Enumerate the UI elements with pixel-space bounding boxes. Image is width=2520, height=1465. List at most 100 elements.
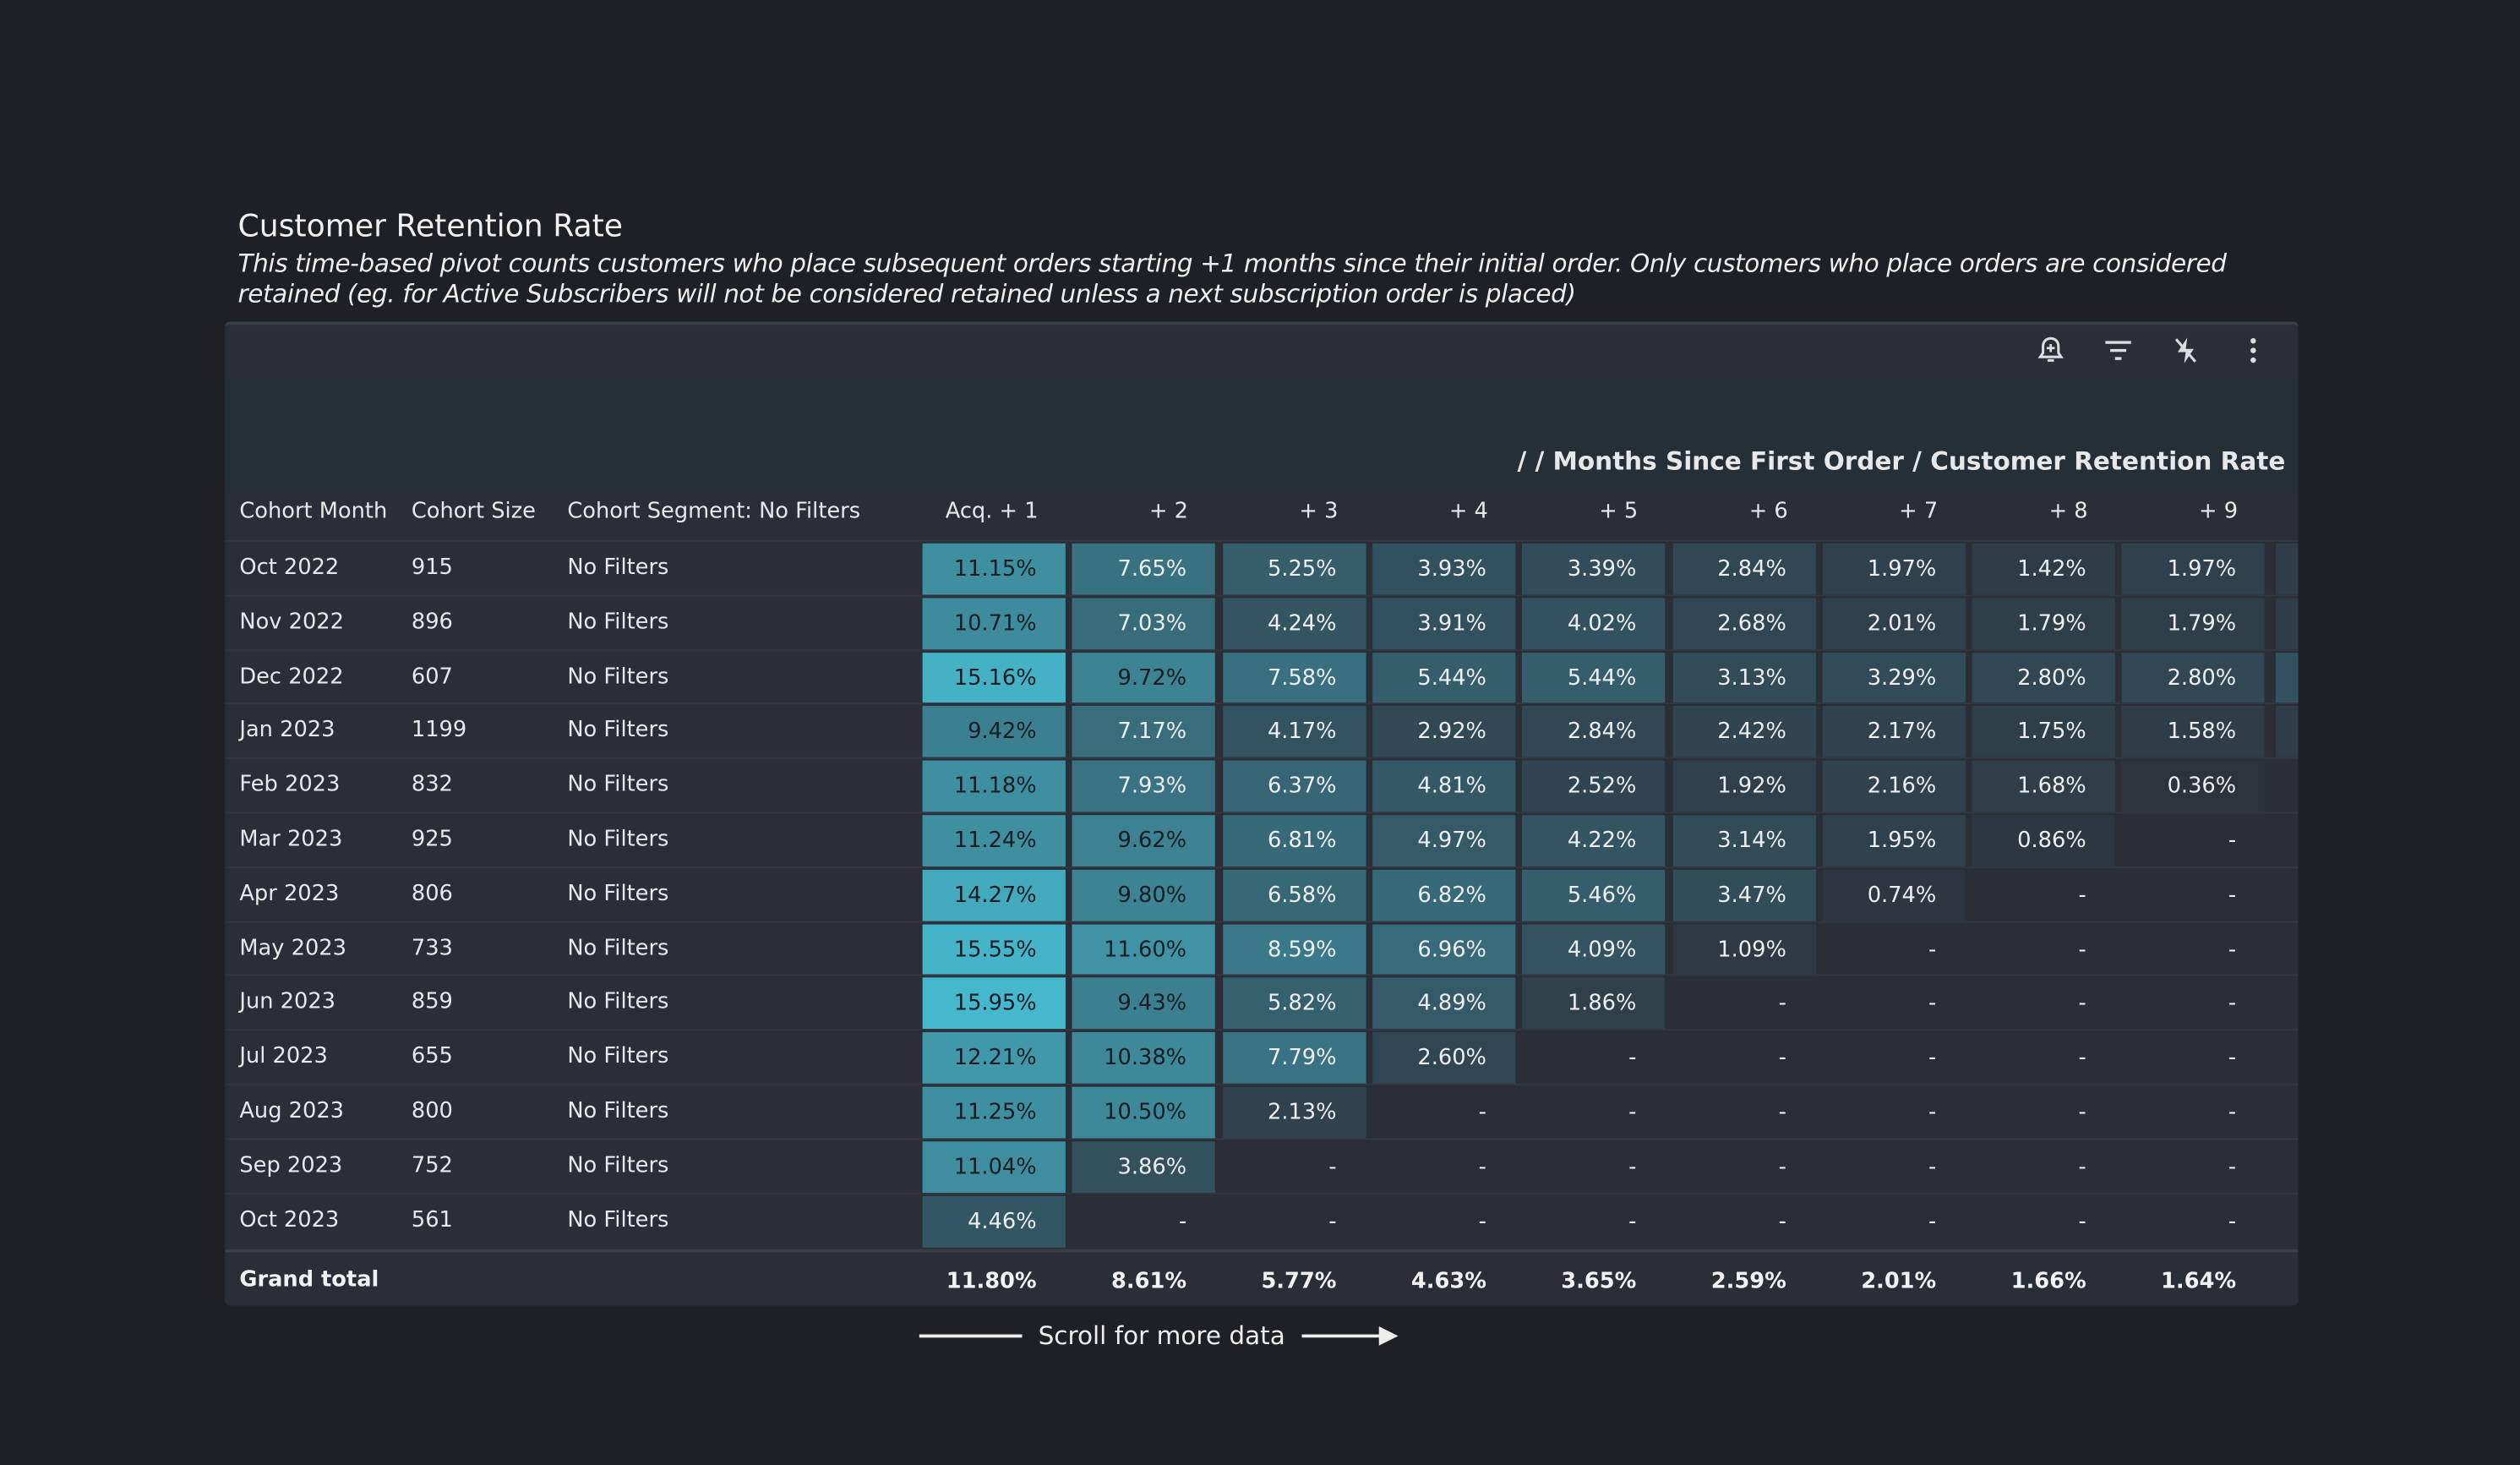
header-period[interactable]: + 5 [1599,498,1639,524]
retention-cell[interactable]: - [1778,1099,1786,1126]
retention-cell[interactable]: 2.60% [1372,1032,1516,1085]
more-vertical-icon[interactable] [2237,335,2269,367]
retention-cell[interactable]: 7.79% [1222,1032,1366,1085]
retention-cell[interactable]: - [2228,991,2237,1017]
retention-cell[interactable]: 3.93% [1372,543,1516,595]
header-period[interactable]: + 8 [2048,498,2088,524]
retention-cell[interactable]: - [2078,1045,2086,1071]
header-period[interactable]: + 4 [1448,498,1488,524]
retention-cell[interactable]: - [1928,1154,1937,1180]
header-cohort-month[interactable]: Cohort Month [239,498,388,524]
retention-cell[interactable]: 2.13% [1222,1086,1366,1139]
retention-cell[interactable]: 11.60% [1072,923,1216,976]
retention-cell[interactable]: 5.46% [1522,869,1666,921]
retention-cell[interactable]: 11.24% [922,815,1066,867]
retention-cell[interactable]: 3.29% [1822,652,1966,704]
retention-cell[interactable]: - [1778,1045,1786,1071]
retention-cell[interactable]: 0.36% [2122,760,2266,812]
retention-cell[interactable]: 4.02% [1522,598,1666,649]
retention-cell[interactable]: 1.86% [1522,978,1666,1030]
retention-cell[interactable]: - [2228,882,2237,909]
retention-cell[interactable]: - [1478,1208,1486,1234]
retention-cell[interactable]: 2.42% [1672,706,1816,758]
retention-cell[interactable]: 4.22% [1522,815,1666,867]
retention-cell[interactable]: 3.91% [1372,598,1516,649]
retention-cell[interactable]: 2.52% [1522,760,1666,812]
retention-cell[interactable]: - [1778,1208,1786,1234]
retention-cell[interactable]: - [1778,991,1786,1017]
retention-cell[interactable]: - [2078,1154,2086,1180]
retention-cell[interactable]: 2.01% [1822,598,1966,649]
retention-cell[interactable]: 5.44% [1522,652,1666,704]
retention-cell[interactable]: - [2228,1208,2237,1234]
header-period[interactable]: + 3 [1299,498,1339,524]
retention-cell[interactable]: 8.59% [1222,923,1366,976]
retention-cell[interactable]: 11.25% [922,1086,1066,1139]
retention-cell[interactable]: 2.80% [1972,652,2115,704]
retention-cell[interactable]: 15.95% [922,978,1066,1030]
retention-cell[interactable]: - [2078,1208,2086,1234]
retention-cell[interactable]: - [1628,1099,1637,1126]
retention-cell[interactable]: 7.93% [1072,760,1216,812]
header-cohort-size[interactable]: Cohort Size [411,498,536,524]
retention-cell[interactable]: 2.84% [1522,706,1666,758]
retention-cell[interactable]: 15.55% [922,923,1066,976]
header-period[interactable]: + 9 [2199,498,2239,524]
retention-cell[interactable]: 10.50% [1072,1086,1216,1139]
retention-cell[interactable]: 2.17% [1822,706,1966,758]
retention-cell[interactable]: 4.89% [1372,978,1516,1030]
header-period[interactable]: + 7 [1899,498,1939,524]
retention-cell[interactable]: 1.68% [1972,760,2115,812]
retention-cell[interactable]: 6.96% [1372,923,1516,976]
retention-cell[interactable]: 6.82% [1372,869,1516,921]
retention-cell[interactable]: 7.58% [1222,652,1366,704]
retention-cell[interactable]: - [1928,991,1937,1017]
retention-cell[interactable]: 3.39% [1522,543,1666,595]
retention-cell[interactable]: 1.42% [1972,543,2115,595]
retention-cell[interactable]: - [1628,1045,1637,1071]
retention-cell[interactable]: - [1928,936,1937,963]
header-period[interactable]: Acq. + 1 [945,498,1039,524]
retention-cell[interactable]: 4.81% [1372,760,1516,812]
retention-cell[interactable]: 2.80% [2122,652,2266,704]
retention-cell[interactable]: 3.14% [1672,815,1816,867]
retention-cell[interactable]: - [2228,936,2237,963]
retention-cell[interactable]: 2.92% [1372,706,1516,758]
retention-cell[interactable]: - [1478,1154,1486,1180]
retention-cell[interactable]: 2.68% [1672,598,1816,649]
retention-cell[interactable]: 9.72% [1072,652,1216,704]
retention-cell[interactable]: 9.62% [1072,815,1216,867]
retention-cell[interactable]: 11.04% [922,1140,1066,1193]
retention-cell[interactable]: 1.92% [1672,760,1816,812]
retention-cell[interactable]: 9.80% [1072,869,1216,921]
retention-cell[interactable]: 7.03% [1072,598,1216,649]
retention-cell[interactable]: - [1478,1099,1486,1126]
retention-cell[interactable]: - [2078,936,2086,963]
retention-cell[interactable]: - [1928,1045,1937,1071]
retention-cell[interactable]: - [2228,1154,2237,1180]
retention-cell[interactable]: 14.27% [922,869,1066,921]
retention-cell[interactable]: - [1778,1154,1786,1180]
scroll-hint[interactable]: Scroll for more data [919,1321,1401,1351]
retention-cell[interactable]: - [1928,1208,1937,1234]
retention-cell[interactable]: 1.95% [1822,815,1966,867]
retention-cell[interactable]: 15.16% [922,652,1066,704]
retention-cell[interactable]: 6.58% [1222,869,1366,921]
retention-cell[interactable]: 1.09% [1672,923,1816,976]
retention-cell[interactable]: 4.24% [1222,598,1366,649]
retention-cell[interactable]: 7.65% [1072,543,1216,595]
retention-cell[interactable]: - [2078,882,2086,909]
retention-cell[interactable]: 5.82% [1222,978,1366,1030]
retention-cell[interactable]: 4.17% [1222,706,1366,758]
retention-cell[interactable]: 1.97% [1822,543,1966,595]
retention-cell[interactable]: 9.42% [922,706,1066,758]
retention-cell[interactable]: 5.44% [1372,652,1516,704]
retention-cell[interactable]: - [2228,828,2237,854]
retention-cell[interactable]: 3.47% [1672,869,1816,921]
bell-plus-icon[interactable] [2035,335,2067,367]
retention-cell[interactable]: 6.81% [1222,815,1366,867]
retention-cell[interactable]: 10.38% [1072,1032,1216,1085]
header-period[interactable]: + 6 [1748,498,1788,524]
retention-cell[interactable]: 3.86% [1072,1140,1216,1193]
retention-cell[interactable]: 4.46% [922,1195,1066,1248]
